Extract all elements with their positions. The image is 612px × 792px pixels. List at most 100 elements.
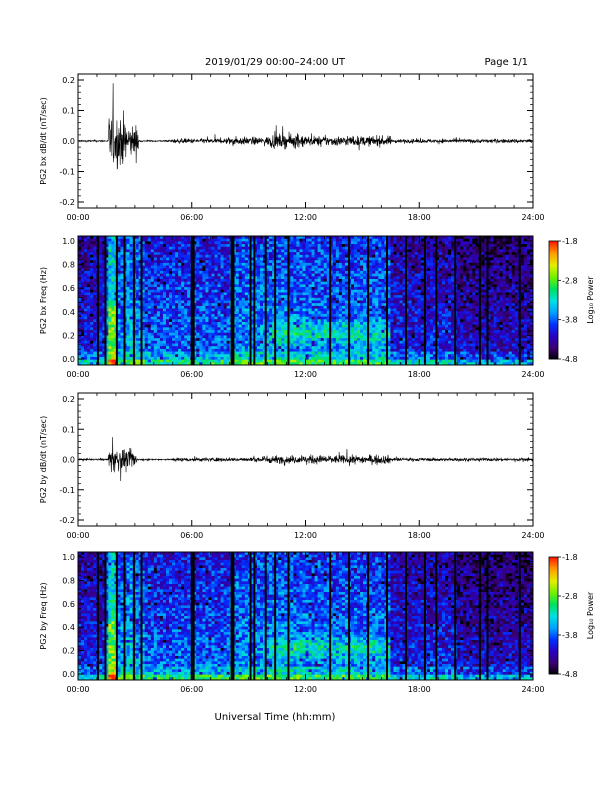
spectrogram-cell [381, 270, 385, 274]
spectrogram-cell [108, 362, 112, 366]
spectrogram-cell [226, 348, 230, 352]
spectrogram-cell [363, 335, 367, 339]
spectrogram-cell [102, 249, 106, 253]
spectrogram-cell [272, 265, 276, 269]
spectrogram-cell [314, 332, 318, 336]
spectrogram-cell [129, 249, 133, 253]
spectrogram-cell [354, 335, 358, 339]
spectrogram-cell [235, 332, 240, 336]
spectrogram-cell [178, 249, 182, 253]
spectrogram-cell [357, 305, 361, 309]
spectrogram-cell [117, 289, 121, 293]
spectrogram-cell [317, 292, 321, 296]
spectrogram-cell [351, 351, 355, 355]
spectrogram-cell [138, 244, 142, 248]
spectrogram-cell [226, 359, 230, 363]
spectrogram-cell [335, 362, 340, 366]
spectrogram-cell [223, 276, 227, 280]
spectrogram-cell [156, 279, 161, 282]
spectrogram-cell [93, 346, 97, 350]
spectrogram-cell [302, 289, 306, 293]
spectrogram-cell [156, 270, 161, 274]
spectrogram-cell [226, 330, 230, 334]
spectrogram-cell [326, 330, 331, 334]
spectrogram-cell [272, 297, 276, 301]
spectrogram-cell [126, 324, 130, 328]
spectrogram-cell [357, 319, 361, 323]
spectrogram-cell [238, 335, 243, 339]
spectrogram-cell [84, 270, 88, 274]
spectrogram-cell [223, 303, 227, 307]
spectrogram-cell [314, 241, 318, 245]
spectrogram-cell [235, 335, 240, 339]
spectrogram-cell [378, 273, 382, 277]
spectrogram-cell [317, 335, 321, 339]
spectrogram-cell [184, 305, 188, 309]
spectrogram-cell [135, 351, 139, 355]
spectrogram-cell [360, 297, 364, 301]
spectrogram-cell [84, 292, 88, 296]
spectrogram-cell [338, 311, 343, 315]
spectrogram-cell [363, 356, 367, 360]
spectrogram-cell [369, 254, 373, 258]
spectrogram-cell [302, 241, 306, 245]
spectrogram-cell [144, 287, 149, 291]
spectrogram-cell [323, 322, 328, 325]
spectrogram-cell [378, 297, 382, 301]
spectrogram-cell [144, 249, 149, 253]
spectrogram-cell [117, 313, 121, 317]
spectrogram-cell [199, 335, 203, 339]
spectrogram-cell [184, 362, 188, 366]
spectrogram-cell [354, 327, 358, 331]
spectrogram-cell [144, 246, 149, 250]
spectrogram-cell [129, 276, 133, 280]
spectrogram-cell [169, 297, 173, 301]
spectrogram-cell [102, 254, 106, 258]
spectrogram-cell [181, 308, 185, 312]
spectrogram-cell [372, 295, 376, 299]
spectrogram-cell [162, 295, 167, 299]
spectrogram-cell [78, 265, 82, 269]
spectrogram-cell [208, 359, 212, 363]
spectrogram-cell [120, 303, 124, 307]
spectrogram-cell [266, 238, 270, 242]
spectrogram-cell [226, 252, 230, 256]
spectrogram-cell [175, 332, 179, 336]
spectrogram-cell [214, 246, 218, 250]
spectrogram-cell [293, 279, 297, 282]
spectrogram-cell [211, 284, 215, 288]
spectrogram-cell [293, 265, 297, 269]
spectrogram-cell [372, 297, 376, 301]
spectrogram-cell [378, 287, 382, 291]
spectrogram-cell [78, 311, 82, 315]
spectrogram-cell [299, 254, 303, 258]
spectrogram-cell [147, 295, 152, 299]
spectrogram-cell [293, 300, 297, 304]
spectrogram-cell [323, 241, 328, 245]
spectrogram-cell [223, 252, 227, 256]
spectrogram-cell [244, 295, 249, 299]
spectrogram-cell [308, 262, 312, 266]
spectrogram-cell [220, 348, 224, 352]
spectrogram-cell [302, 343, 306, 347]
spectrogram-cell [138, 300, 142, 304]
spectrogram-cell [141, 362, 146, 366]
spectrogram-cell [299, 289, 303, 293]
spectrogram-cell [159, 270, 164, 274]
spectrogram-cell [278, 300, 282, 304]
spectrogram-cell [250, 236, 255, 239]
spectrogram-cell [241, 311, 246, 315]
spectrogram-cell [260, 313, 264, 317]
spectrogram-cell [156, 343, 161, 347]
spectrogram-cell [138, 332, 142, 336]
spectrogram-cell [314, 289, 318, 293]
spectrogram-cell [351, 279, 355, 282]
spectrogram-cell [290, 279, 294, 282]
spectrogram-cell [187, 332, 191, 336]
spectrogram-cell [226, 354, 230, 358]
spectrogram-cell [93, 343, 97, 347]
spectrogram-cell [360, 335, 364, 339]
spectrogram-cell [326, 262, 331, 266]
spectrogram-cell [172, 273, 176, 277]
spectrogram-cell [266, 260, 270, 264]
